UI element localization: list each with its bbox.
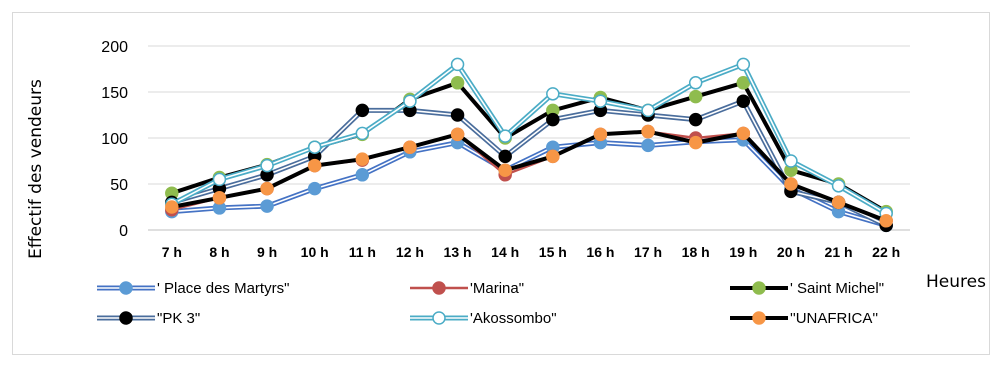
legend-item: ' Saint Michel" — [730, 280, 884, 297]
data-point — [355, 103, 370, 118]
data-point — [260, 181, 274, 196]
x-tick-label: 7 h — [162, 244, 182, 260]
data-point — [546, 149, 560, 164]
series-line-inner — [171, 100, 887, 227]
legend-label: ' Saint Michel" — [790, 280, 884, 297]
series-5 — [165, 124, 893, 228]
x-tick-label: 8 h — [209, 244, 229, 260]
data-point — [450, 127, 465, 142]
data-point — [736, 57, 751, 72]
data-point — [165, 200, 179, 214]
y-tick-label: 100 — [101, 131, 128, 148]
data-point — [450, 57, 465, 72]
series-4 — [165, 57, 893, 221]
data-point — [688, 89, 703, 104]
data-point — [736, 126, 751, 141]
data-point — [450, 108, 465, 122]
data-point — [307, 181, 322, 196]
x-tick-label: 13 h — [444, 244, 472, 260]
legend-marker — [119, 281, 133, 295]
x-tick-label: 20 h — [777, 244, 805, 260]
data-point — [212, 172, 227, 187]
data-point — [260, 158, 274, 173]
data-point — [879, 214, 893, 228]
data-point — [641, 138, 655, 153]
data-point — [641, 124, 655, 139]
x-tick-label: 17 h — [634, 244, 662, 260]
data-point — [355, 152, 370, 166]
data-point — [498, 163, 512, 177]
x-tick-label: 9 h — [257, 244, 277, 260]
series-line — [171, 129, 887, 223]
data-point — [831, 179, 846, 193]
data-point — [307, 158, 322, 173]
data-point — [307, 140, 322, 154]
data-point — [403, 94, 417, 108]
y-tick-label: 50 — [110, 177, 128, 194]
data-point — [450, 76, 465, 90]
legend-marker — [119, 311, 133, 325]
data-point — [831, 195, 846, 210]
x-axis-title: Heures — [926, 272, 986, 292]
data-point — [498, 149, 512, 164]
x-tick-label: 15 h — [539, 244, 567, 260]
legend-marker — [752, 281, 766, 295]
legend-label: "PK 3" — [157, 310, 200, 327]
x-tick-label: 21 h — [825, 244, 853, 260]
series-line-inner — [171, 139, 887, 227]
x-tick-label: 10 h — [301, 244, 329, 260]
x-tick-label: 18 h — [682, 244, 710, 260]
legend-marker — [432, 281, 446, 295]
data-point — [736, 76, 751, 90]
data-point — [355, 168, 370, 182]
legend-item: 'Akossombo" — [410, 310, 557, 327]
y-tick-label: 0 — [119, 223, 128, 240]
legend-label: 'Akossombo" — [470, 310, 557, 327]
legend-item: 'Marina" — [410, 280, 524, 297]
data-point — [546, 112, 560, 127]
data-point — [212, 191, 227, 205]
series-line — [171, 80, 888, 214]
x-tick-label: 16 h — [586, 244, 614, 260]
legend-marker — [752, 311, 766, 325]
x-tick-label: 19 h — [729, 244, 757, 260]
data-point — [498, 129, 512, 143]
series-line-inner — [171, 63, 887, 215]
legend-item: ''UNAFRICA'' — [730, 310, 878, 327]
x-tick-label: 22 h — [872, 244, 900, 260]
data-point — [688, 76, 703, 90]
x-tick-label: 11 h — [349, 244, 376, 260]
legend-label: 'Marina" — [470, 280, 524, 297]
data-point — [546, 87, 560, 101]
legend-label: ''UNAFRICA'' — [790, 310, 878, 327]
legend-marker — [432, 311, 446, 325]
legend-label: ' Place des Martyrs" — [157, 280, 289, 297]
data-point — [784, 177, 798, 191]
x-tick-label: 12 h — [396, 244, 424, 260]
y-tick-label: 150 — [101, 85, 128, 102]
data-point — [688, 112, 703, 127]
x-tick-label: 14 h — [491, 244, 519, 260]
data-point — [736, 94, 751, 108]
data-point — [784, 154, 798, 168]
legend-item: "PK 3" — [97, 310, 200, 327]
y-tick-label: 200 — [101, 39, 128, 56]
data-point — [260, 199, 274, 213]
data-point — [593, 94, 608, 108]
legend-item: ' Place des Martyrs" — [97, 280, 289, 297]
data-point — [688, 135, 703, 150]
data-point — [593, 127, 608, 142]
data-point — [355, 126, 370, 141]
data-point — [403, 140, 417, 154]
y-axis-title: Effectif des vendeurs — [26, 79, 46, 259]
data-point — [641, 103, 655, 118]
